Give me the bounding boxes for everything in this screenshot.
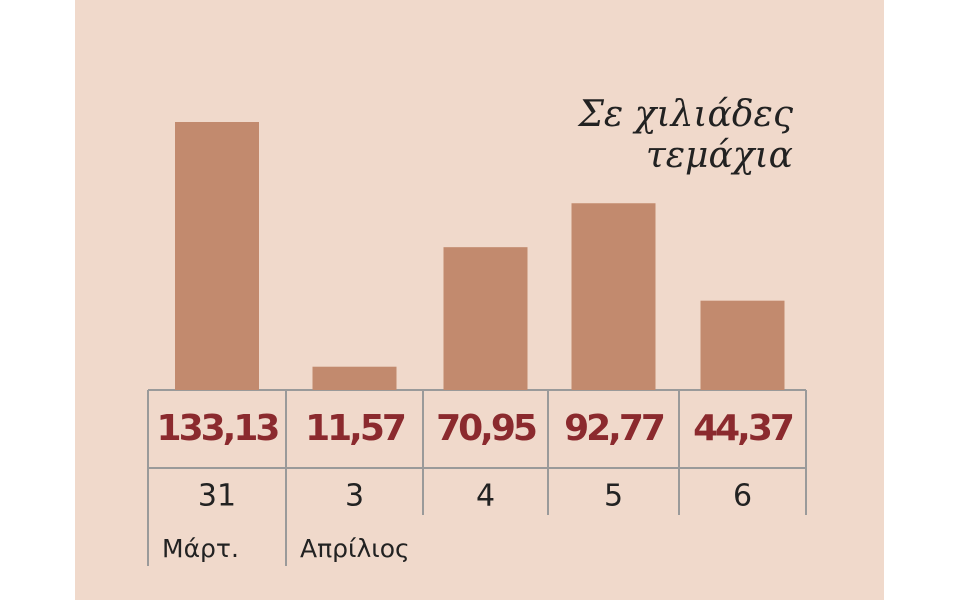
value-label: 133,13 (157, 408, 279, 449)
value-label: 11,57 (305, 408, 405, 449)
x-tick-label: 4 (476, 479, 495, 514)
x-tick-label: 5 (604, 479, 623, 514)
bar (443, 247, 528, 390)
bar (175, 122, 259, 390)
x-tick-label: 6 (733, 479, 752, 514)
bar (312, 366, 397, 390)
annotation: τεμάχια (646, 135, 793, 176)
value-label: 44,37 (693, 408, 793, 449)
bar (571, 203, 656, 390)
x-tick-label: 31 (198, 479, 236, 514)
annotation: Σε χιλιάδες (576, 94, 793, 135)
value-label: 92,77 (564, 408, 664, 449)
month-label: Απρίλιος (300, 534, 410, 563)
value-label: 70,95 (436, 408, 536, 449)
month-label: Μάρτ. (162, 534, 239, 563)
bar (700, 300, 785, 390)
x-tick-label: 3 (345, 479, 364, 514)
